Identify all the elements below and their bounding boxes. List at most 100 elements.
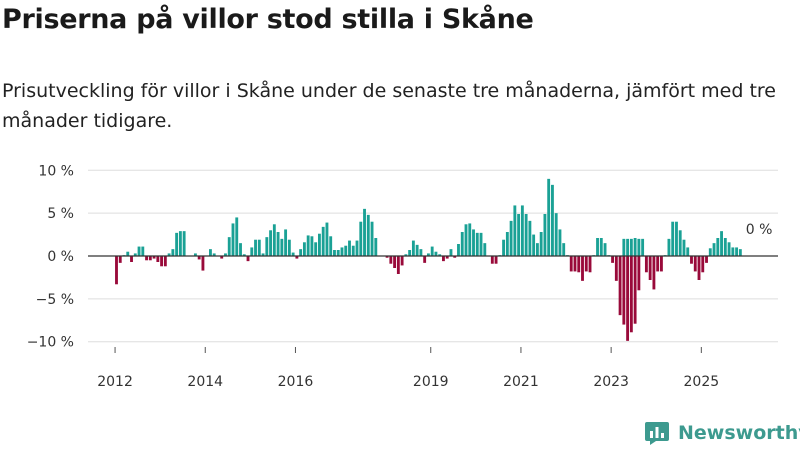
bar <box>269 230 272 256</box>
bar <box>280 238 284 256</box>
bar <box>272 224 276 256</box>
x-tick-label: 2021 <box>503 374 539 390</box>
bar <box>731 247 735 256</box>
x-axis-labels: 2012 2014 2016 2019 2021 2023 2025 <box>97 347 719 390</box>
bar <box>287 239 291 256</box>
bar <box>532 234 536 256</box>
bars-layer <box>115 178 742 341</box>
bar <box>509 220 513 256</box>
y-tick-label: 0 % <box>47 249 74 265</box>
bar <box>648 256 652 280</box>
bar <box>671 221 675 256</box>
newsworthy-logo-icon <box>645 422 669 445</box>
last-value-label: 0 % <box>746 222 773 238</box>
bar <box>626 256 630 341</box>
bar <box>596 238 599 256</box>
y-tick-label: −10 % <box>27 335 74 351</box>
bar <box>629 256 633 333</box>
grid-layer <box>88 169 778 343</box>
bar <box>505 232 509 256</box>
bar <box>291 252 295 256</box>
bar <box>374 238 378 256</box>
bar <box>227 237 231 256</box>
bar <box>175 232 179 256</box>
bar <box>385 256 389 258</box>
bar <box>400 256 404 266</box>
bar <box>408 250 412 256</box>
bar <box>626 238 630 256</box>
bar <box>235 217 239 256</box>
bar <box>633 256 637 324</box>
bar <box>333 250 336 256</box>
x-tick-label: 2025 <box>684 374 720 390</box>
bar <box>472 229 475 256</box>
bar <box>554 213 558 256</box>
bar <box>490 256 494 264</box>
bar <box>457 244 460 256</box>
bar <box>693 256 697 272</box>
y-axis-labels: 10 % 5 % 0 % −5 % −10 % <box>27 163 74 350</box>
bar <box>438 254 442 256</box>
bar <box>735 247 739 256</box>
bar <box>329 236 333 256</box>
bar <box>212 253 216 256</box>
bar <box>535 243 539 256</box>
bar <box>355 240 359 256</box>
bar <box>257 239 261 256</box>
bar <box>250 247 254 256</box>
bar <box>517 214 521 256</box>
bar <box>678 230 682 256</box>
bar <box>430 246 434 256</box>
bar <box>163 256 167 267</box>
bar <box>697 256 701 280</box>
bar <box>483 243 487 256</box>
bar <box>302 242 306 256</box>
bar <box>419 249 423 256</box>
bar <box>513 205 517 256</box>
bar <box>254 239 257 256</box>
bar <box>299 249 303 256</box>
bar <box>370 221 374 256</box>
bar <box>224 253 227 256</box>
bar <box>577 256 581 273</box>
bar <box>318 233 321 256</box>
bar <box>197 256 201 260</box>
bar <box>426 253 430 256</box>
bar <box>344 245 348 256</box>
bar <box>404 254 408 256</box>
y-tick-label: −5 % <box>36 292 74 308</box>
bar <box>675 221 678 256</box>
bar <box>314 242 318 256</box>
bar <box>295 256 299 259</box>
bar <box>629 238 633 256</box>
bar <box>705 256 708 263</box>
bar <box>276 232 280 256</box>
bar <box>599 238 603 256</box>
bar <box>543 214 547 256</box>
bar <box>716 238 720 256</box>
bar <box>306 235 310 256</box>
bar <box>622 256 626 325</box>
bar <box>239 243 242 256</box>
bar <box>588 256 592 273</box>
bar <box>614 256 618 281</box>
bar <box>423 256 427 263</box>
bar <box>637 256 641 291</box>
bar <box>460 232 464 256</box>
bar <box>622 238 626 256</box>
bar <box>528 220 532 256</box>
bar <box>209 249 212 256</box>
bar <box>611 256 614 263</box>
bar <box>310 236 314 256</box>
bar <box>690 256 693 264</box>
bar <box>659 256 663 272</box>
bar <box>141 246 145 256</box>
bar <box>415 244 419 256</box>
bar <box>584 256 588 272</box>
bar <box>152 256 156 259</box>
bar <box>340 247 344 256</box>
bar <box>475 232 479 256</box>
bar <box>351 245 355 256</box>
bar <box>231 223 235 256</box>
bar <box>171 249 175 256</box>
